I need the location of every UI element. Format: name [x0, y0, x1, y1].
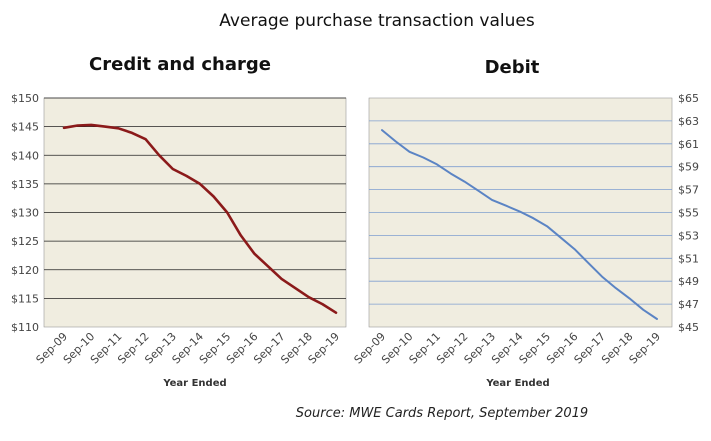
debit-y-tick-label: $47: [678, 298, 699, 311]
debit-chart-title: Debit: [485, 57, 540, 78]
debit-gridlines: [369, 120, 672, 305]
credit-x-axis-label: Year Ended: [162, 378, 226, 389]
debit-y-tick-label: $59: [678, 161, 699, 174]
credit-chart-title: Credit and charge: [89, 54, 271, 75]
chart-main-title: Average purchase transaction values: [219, 11, 535, 31]
credit-y-tick-label: $130: [11, 207, 39, 220]
debit-series-line: [381, 129, 658, 320]
debit-chart: Debit $45$47$49$51$53$55$57$59$61$63$65 …: [352, 57, 699, 389]
credit-y-tick-label: $115: [11, 292, 39, 305]
debit-y-tick-label: $65: [678, 92, 699, 105]
credit-y-tick-label: $145: [11, 121, 39, 134]
credit-y-tick-label: $150: [11, 92, 39, 105]
source-note: Source: MWE Cards Report, September 2019: [296, 406, 588, 421]
credit-x-ticks: Sep-09Sep-10Sep-11Sep-12Sep-13Sep-14Sep-…: [34, 330, 343, 367]
debit-x-axis-label: Year Ended: [485, 378, 549, 389]
credit-y-tick-label: $125: [11, 235, 39, 248]
debit-y-tick-label: $53: [678, 229, 699, 242]
debit-y-ticks: $45 $47 $49 $51 $53 $55 $57 $59 $61 $63 $65: [678, 92, 699, 334]
debit-y-tick-label: $61: [678, 138, 699, 151]
credit-charge-chart: Credit and charge $110$115$120$125$130$1…: [11, 54, 347, 389]
credit-y-tick-label: $120: [11, 264, 39, 277]
credit-gridlines: [44, 97, 346, 299]
credit-series-line: [62, 123, 338, 315]
debit-y-tick-label: $55: [678, 207, 699, 220]
credit-y-tick-label: $135: [11, 178, 39, 191]
debit-y-tick-label: $63: [678, 115, 699, 128]
debit-x-ticks: Sep-09Sep-10Sep-11Sep-12Sep-13Sep-14Sep-…: [352, 330, 664, 367]
debit-y-tick-label: $57: [678, 184, 699, 197]
credit-y-tick-label: $140: [11, 149, 39, 162]
debit-y-tick-label: $45: [678, 321, 699, 334]
credit-series: [62, 123, 338, 315]
debit-x-tick-label: Sep-19: [627, 330, 664, 367]
debit-y-tick-label: $49: [678, 275, 699, 288]
credit-y-ticks: $110 $115 $120 $125 $130 $135 $140 $145 $150: [11, 92, 39, 334]
debit-series: [381, 129, 658, 320]
debit-y-tick-label: $51: [678, 252, 699, 265]
credit-y-tick-label: $110: [11, 321, 39, 334]
